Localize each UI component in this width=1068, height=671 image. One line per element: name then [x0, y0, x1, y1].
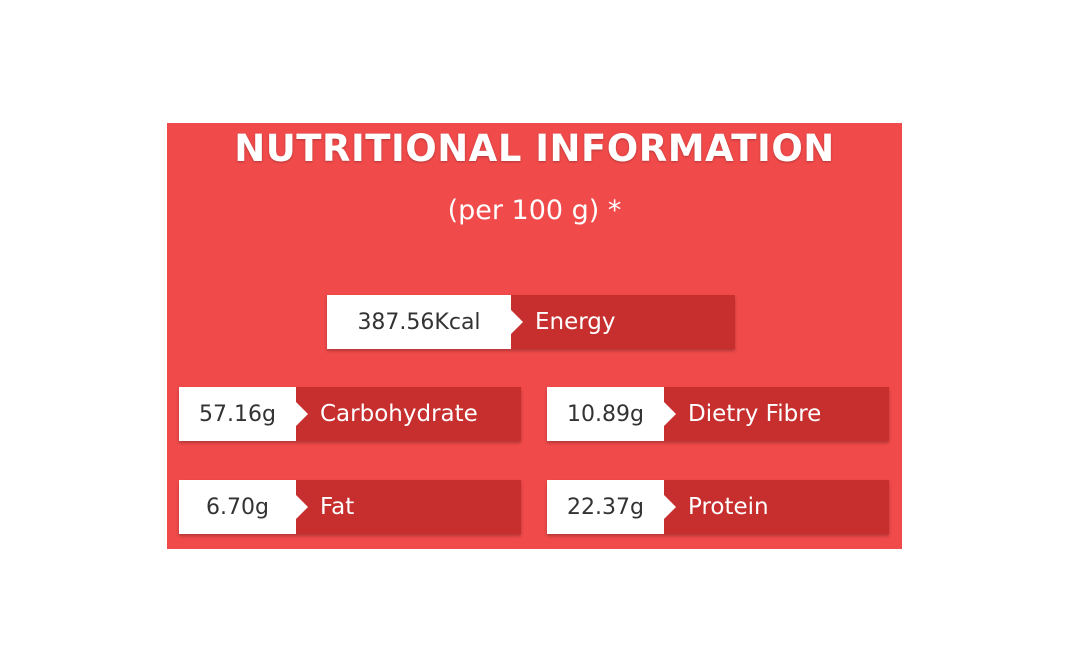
nutrient-row-protein: 22.37g Protein	[547, 480, 889, 534]
panel-subtitle: (per 100 g) *	[447, 195, 622, 226]
nutrient-row-energy: 387.56Kcal Energy	[327, 295, 735, 349]
nutrient-row-dietry-fibre: 10.89g Dietry Fibre	[547, 387, 889, 441]
nutrient-label: Energy	[511, 295, 735, 349]
nutrient-value: 6.70g	[179, 480, 308, 534]
nutrient-label: Protein	[664, 480, 889, 534]
nutrient-row-fat: 6.70g Fat	[179, 480, 521, 534]
nutrient-value: 10.89g	[547, 387, 676, 441]
panel-title: NUTRITIONAL INFORMATION	[234, 127, 835, 170]
nutrient-label: Carbohydrate	[296, 387, 521, 441]
nutrient-label: Dietry Fibre	[664, 387, 889, 441]
nutrient-label: Fat	[296, 480, 521, 534]
nutrient-row-carbohydrate: 57.16g Carbohydrate	[179, 387, 521, 441]
nutrient-value: 57.16g	[179, 387, 308, 441]
nutrition-panel: NUTRITIONAL INFORMATION (per 100 g) * 38…	[167, 123, 902, 549]
nutrient-value: 22.37g	[547, 480, 676, 534]
nutrient-value: 387.56Kcal	[327, 295, 523, 349]
